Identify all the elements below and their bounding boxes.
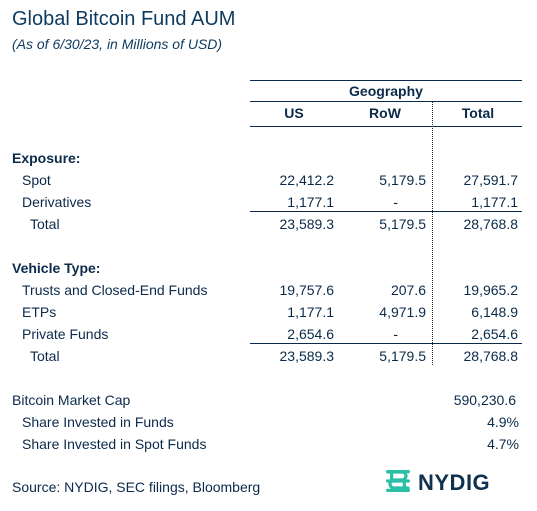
nydig-logo-icon	[384, 467, 412, 500]
table-cell-us: 19,757.6	[279, 282, 335, 298]
table-row-label: Trusts and Closed-End Funds	[22, 282, 208, 298]
table-cell-us: 2,654.6	[287, 326, 334, 342]
exposure-total-rule	[250, 211, 522, 212]
source-note: Source: NYDIG, SEC filings, Bloomberg	[12, 479, 261, 495]
header-bottom-rule	[250, 126, 522, 127]
column-header-total: Total	[461, 105, 495, 121]
exposure-total-total: 28,768.8	[463, 216, 519, 232]
market-cap-value: 590,230.6	[453, 392, 516, 408]
column-header-us: US	[284, 105, 304, 121]
table-cell-total: 27,591.7	[463, 172, 519, 188]
table-cell-row: 5,179.5	[379, 172, 426, 188]
exposure-total-label: Total	[30, 216, 60, 232]
share-funds-label: Share Invested in Funds	[22, 414, 174, 430]
table-cell-total: 6,148.9	[471, 304, 518, 320]
table-cell-row: 207.6	[390, 282, 426, 298]
nydig-logo-text: NYDIG	[418, 470, 491, 495]
nydig-logo: NYDIG	[384, 468, 490, 498]
exposure-total-us: 23,589.3	[279, 216, 335, 232]
market-cap-label: Bitcoin Market Cap	[12, 392, 131, 408]
geography-top-rule	[250, 80, 522, 81]
table-cell-row: 4,971.9	[379, 304, 426, 320]
table-cell-row: -	[393, 194, 398, 210]
share-funds-value: 4.9%	[487, 414, 519, 430]
vehicle-total-total: 28,768.8	[463, 348, 519, 364]
table-row-label: Derivatives	[22, 194, 92, 210]
table-cell-total: 19,965.2	[463, 282, 519, 298]
share-spot-value: 4.7%	[487, 436, 519, 452]
share-spot-label: Share Invested in Spot Funds	[22, 436, 207, 452]
page-subtitle: (As of 6/30/23, in Millions of USD)	[12, 36, 223, 52]
exposure-heading: Exposure:	[12, 150, 81, 166]
column-header-row: RoW	[369, 105, 401, 121]
table-cell-us: 1,177.1	[287, 304, 334, 320]
vehicle-total-us: 23,589.3	[279, 348, 335, 364]
table-cell-row: -	[393, 326, 398, 342]
table-cell-total: 2,654.6	[471, 326, 518, 342]
table-row-label: Spot	[22, 172, 51, 188]
table-row-label: ETPs	[22, 304, 57, 320]
table-cell-us: 22,412.2	[279, 172, 335, 188]
vehicle-total-label: Total	[30, 348, 60, 364]
table-cell-us: 1,177.1	[287, 194, 334, 210]
table-row-label: Private Funds	[22, 326, 109, 342]
table-cell-total: 1,177.1	[471, 194, 518, 210]
page-title: Global Bitcoin Fund AUM	[12, 8, 236, 30]
total-column-divider	[432, 102, 433, 365]
vehicle-total-row: 5,179.5	[379, 348, 426, 364]
vehicle-total-rule	[250, 343, 522, 344]
geography-label: Geography	[349, 83, 423, 99]
vehicle-heading: Vehicle Type:	[12, 260, 101, 276]
exposure-total-row: 5,179.5	[379, 216, 426, 232]
geography-mid-rule	[250, 101, 522, 102]
